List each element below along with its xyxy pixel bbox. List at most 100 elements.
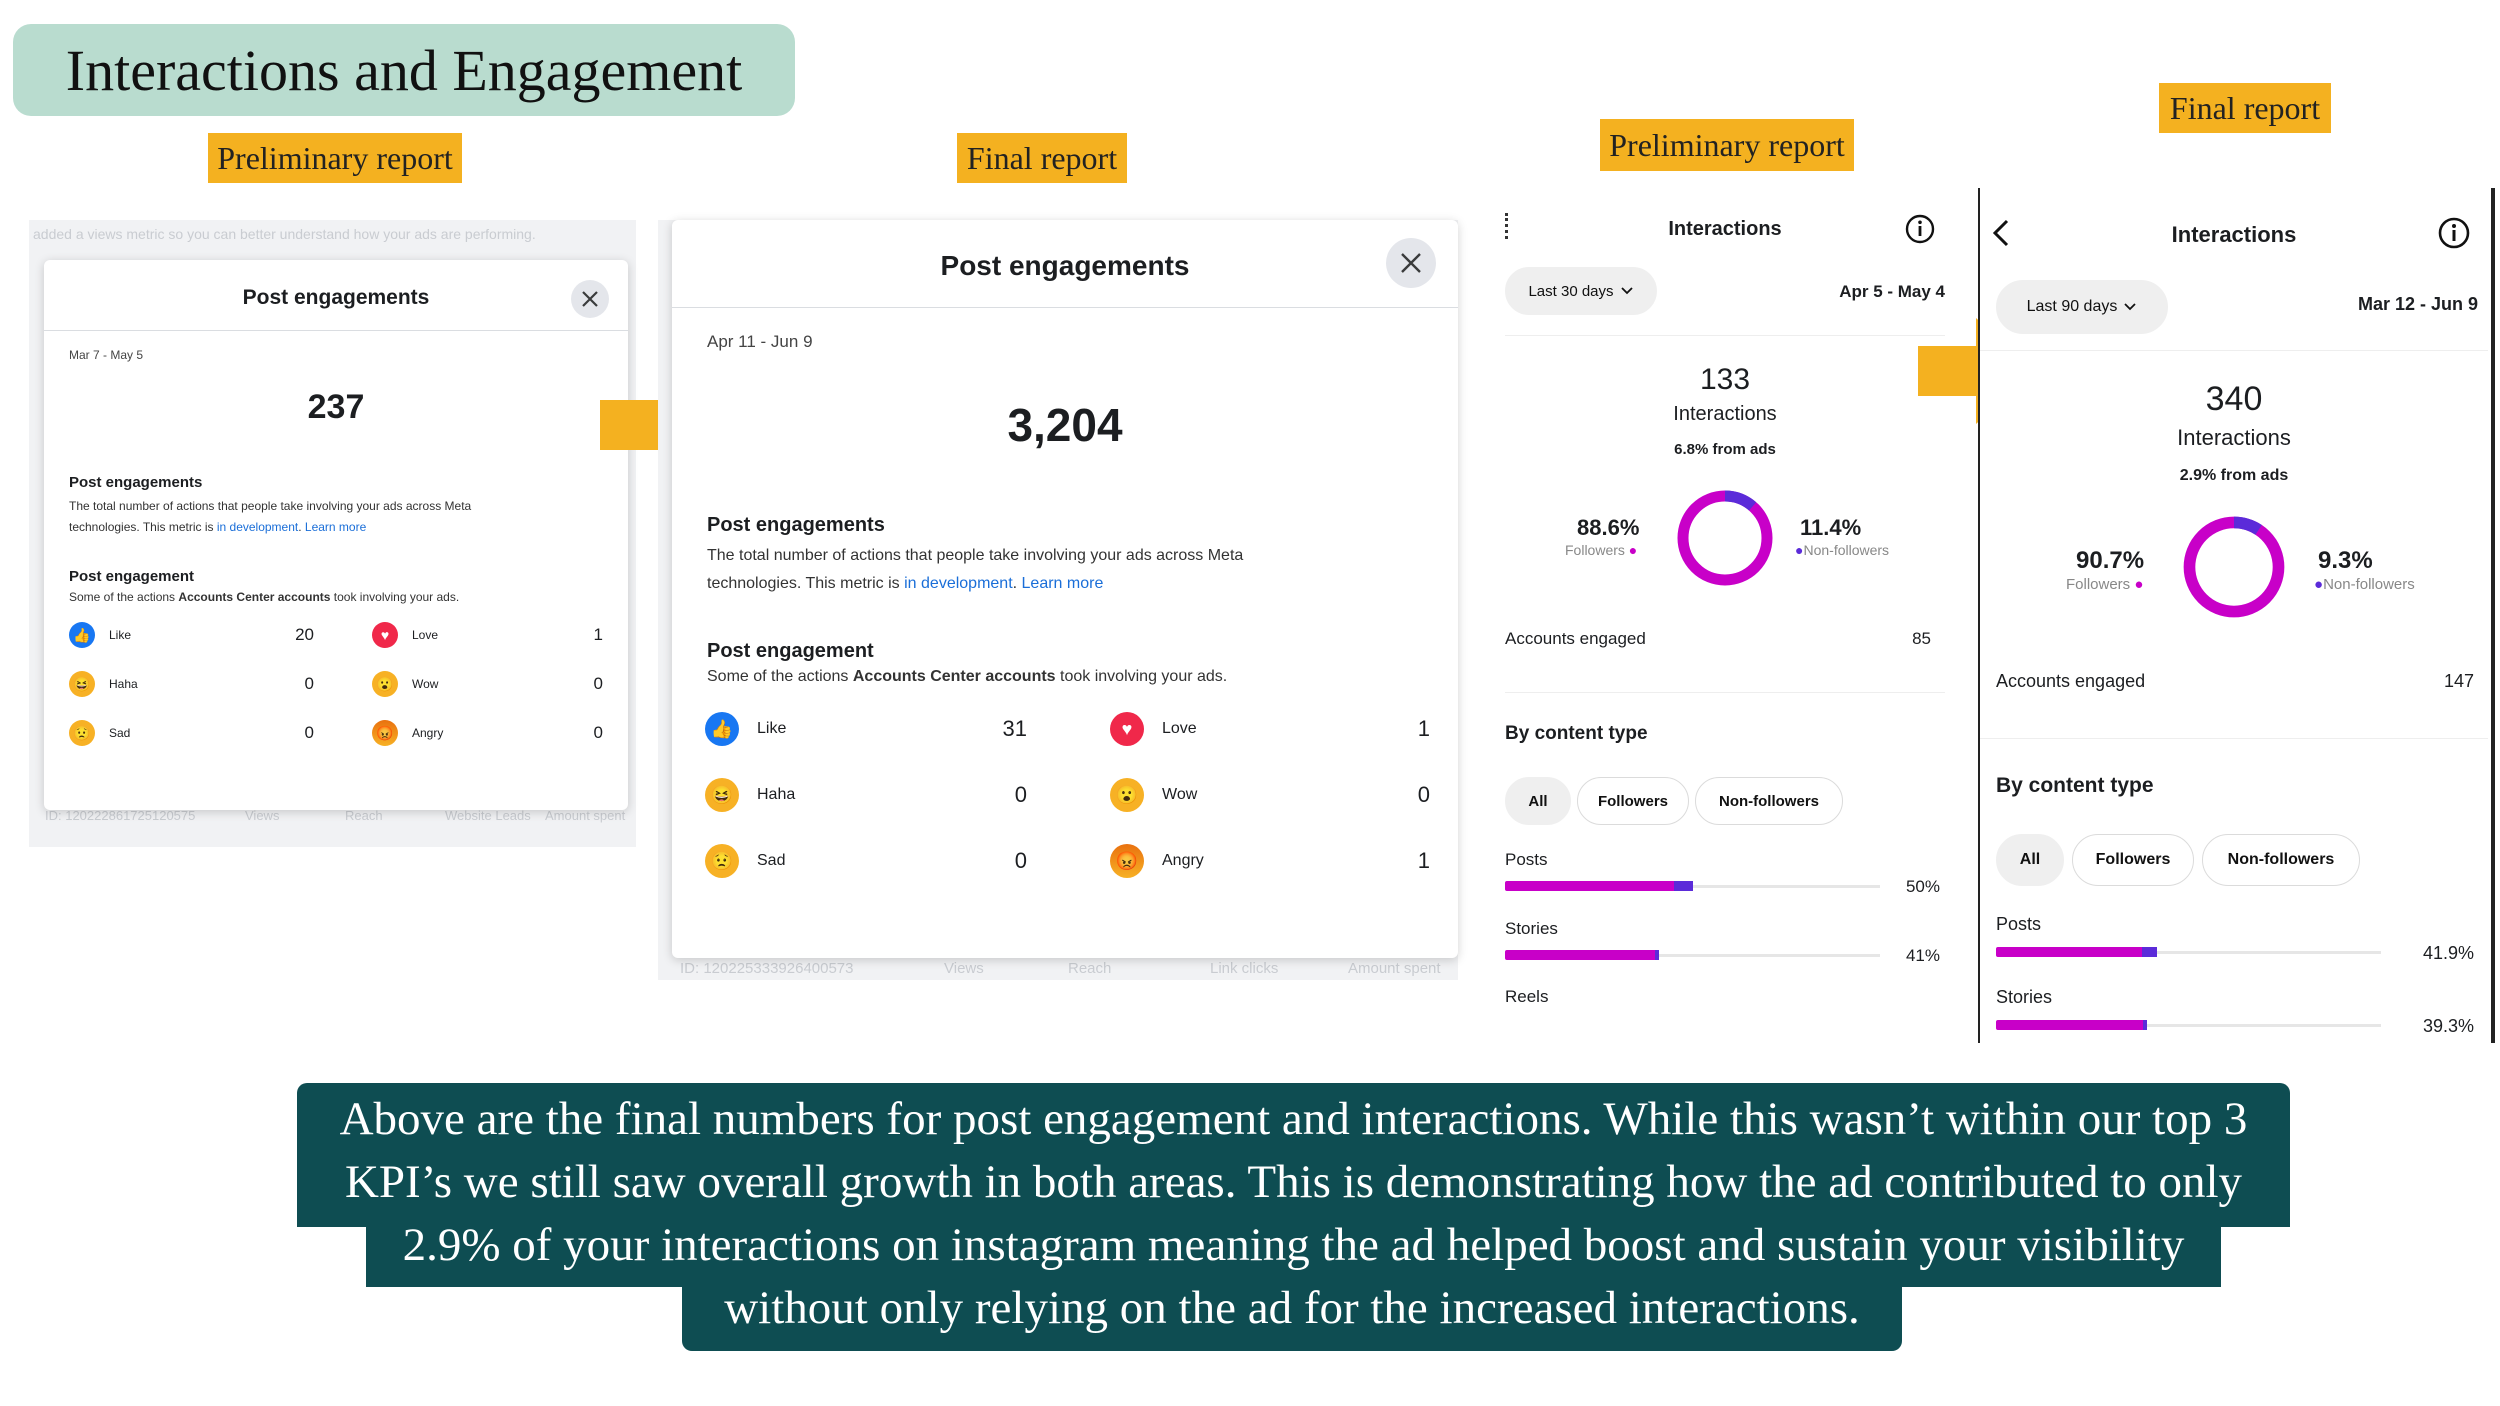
stories-bar-ads [1655,950,1659,960]
reaction-row-haha: 😆 Haha 0 [69,671,314,697]
section-subtitle: Some of the actions Accounts Center acco… [69,590,460,604]
caption-line-4: without only relying on the ad for the i… [724,1282,1860,1334]
section-title-post-engagement: Post engagement [707,640,874,662]
followers-legend: Followers ● [1565,542,1638,558]
chip-all[interactable]: All [1996,834,2064,886]
chip-all[interactable]: All [1505,777,1571,825]
non-followers-pct: 11.4% [1800,515,1862,540]
followers-ring [2183,516,2285,618]
non-followers-pct: 9.3% [2318,547,2373,574]
bg-col-link-clicks: Link clicks [1210,960,1279,977]
close-button[interactable] [571,280,609,318]
date-range-dropdown[interactable]: Last 30 days [1505,267,1657,315]
bg-ad-id: ID: 120225333926400573 [680,960,854,977]
left-frame-edge [1978,188,1980,1043]
screen-title: Interactions [1668,218,1782,240]
date-range: Apr 5 - May 4 [1839,282,1945,301]
divider [1980,738,2488,739]
close-icon [582,291,598,307]
angry-icon: 😡 [372,720,398,746]
tag-preliminary-report-left: Preliminary report [208,133,462,183]
date-range: Mar 12 - Jun 9 [2357,294,2478,314]
caption-line-2: KPI’s we still saw overall growth in bot… [344,1156,2243,1208]
followers-pct: 90.7% [2076,547,2145,574]
right-frame-edge [2491,188,2495,1043]
chip-non-followers[interactable]: Non-followers [1695,777,1843,825]
tag-preliminary-report-right: Preliminary report [1600,119,1854,171]
bg-col-views: Views [944,960,984,977]
description-line2: technologies. This metric is [69,520,217,534]
bg-notice: added a views metric so you can better u… [33,226,536,242]
posts-value: 41.9% [2422,943,2474,963]
sad-icon: 😟 [705,844,739,878]
stories-value: 41% [1905,946,1940,965]
accounts-engaged-label: Accounts engaged [1996,671,2146,691]
angry-icon: 😡 [1110,844,1144,878]
stories-bar-fill [1996,1020,2147,1030]
reaction-row-like: 👍 Like 31 [705,712,1027,746]
reaction-row-sad: 😟 Sad 0 [69,720,314,746]
non-followers-legend: ●Non-followers [1795,542,1890,558]
reaction-row-angry: 😡 Angry 1 [1110,844,1430,878]
post-engagements-dialog-final: Post engagements Apr 11 - Jun 9 3,204 Po… [672,220,1458,958]
post-engagements-dialog: Post engagements Mar 7 - May 5 237 Post … [44,260,628,810]
total-label: Interactions [2177,425,2291,450]
bg-col-reach: Reach [345,808,383,823]
back-button[interactable] [1990,218,2012,253]
reaction-row-angry: 😡 Angry 0 [372,720,603,746]
caption-line-3: 2.9% of your interactions on instagram m… [402,1219,2185,1271]
reaction-row-like: 👍 Like 20 [69,622,314,648]
in-development-link[interactable]: in development [904,575,1013,592]
section-description: The total number of actions that people … [707,547,1244,592]
like-icon: 👍 [705,712,739,746]
stories-bar-fill [1505,950,1659,960]
posts-bar-track [1996,951,2381,954]
section-title-post-engagement: Post engagement [69,568,195,585]
page-title: Interactions and Engagement [13,24,795,116]
wow-icon: 😮 [1110,778,1144,812]
bg-col-leads: Website Leads [445,808,531,823]
chip-followers[interactable]: Followers [2072,834,2194,886]
date-range: Mar 7 - May 5 [69,348,144,362]
content-type-heading: By content type [1505,723,1648,744]
posts-value: 50% [1905,877,1940,896]
ads-share: 2.9% from ads [2179,467,2289,484]
followers-ring [1677,490,1773,586]
divider [44,330,628,331]
learn-more-link[interactable]: Learn more [1021,575,1104,592]
ads-share: 6.8% from ads [1674,441,1776,458]
close-button[interactable] [1386,238,1436,288]
close-icon [1401,253,1421,273]
back-fragment [1505,213,1513,239]
ring-followers-arc [1677,490,1773,586]
posts-bar-ads [1674,881,1693,891]
info-button[interactable] [1904,213,1936,250]
learn-more-link[interactable]: Learn more [304,520,367,534]
chip-followers[interactable]: Followers [1577,777,1689,825]
divider [672,307,1458,308]
chevron-down-icon [1620,287,1633,295]
ring-followers-arc [2183,516,2285,618]
total-interactions: 133 [1699,363,1751,396]
info-button[interactable] [2437,216,2471,255]
bg-col-spent: Amount spent [545,808,626,823]
haha-icon: 😆 [69,671,95,697]
final-post-screenshot: ID: 120225333926400573 Views Reach Link … [658,220,1458,980]
caption-bg-3 [366,1225,2221,1287]
section-description: The total number of actions that people … [69,499,472,534]
prelim-post-screenshot: added a views metric so you can better u… [29,220,636,847]
in-development-link[interactable]: in development [216,520,299,534]
chevron-left-icon [1992,219,2009,247]
ring-non-followers-arc [1677,490,1773,586]
total-engagements: 3,204 [1007,399,1123,451]
content-label-stories: Stories [1505,919,1558,938]
non-followers-legend: ●Non-followers [2314,576,2415,593]
content-label-stories: Stories [1996,987,2053,1007]
caption-bg-2 [297,1145,2290,1227]
date-range-dropdown[interactable]: Last 90 days [1996,280,2168,334]
description-line2: technologies. This metric is [707,575,905,592]
divider [1505,692,1945,693]
section-subtitle: Some of the actions Accounts Center acco… [707,668,1228,685]
description-line1: The total number of actions that people … [69,499,472,513]
chip-non-followers[interactable]: Non-followers [2202,834,2360,886]
